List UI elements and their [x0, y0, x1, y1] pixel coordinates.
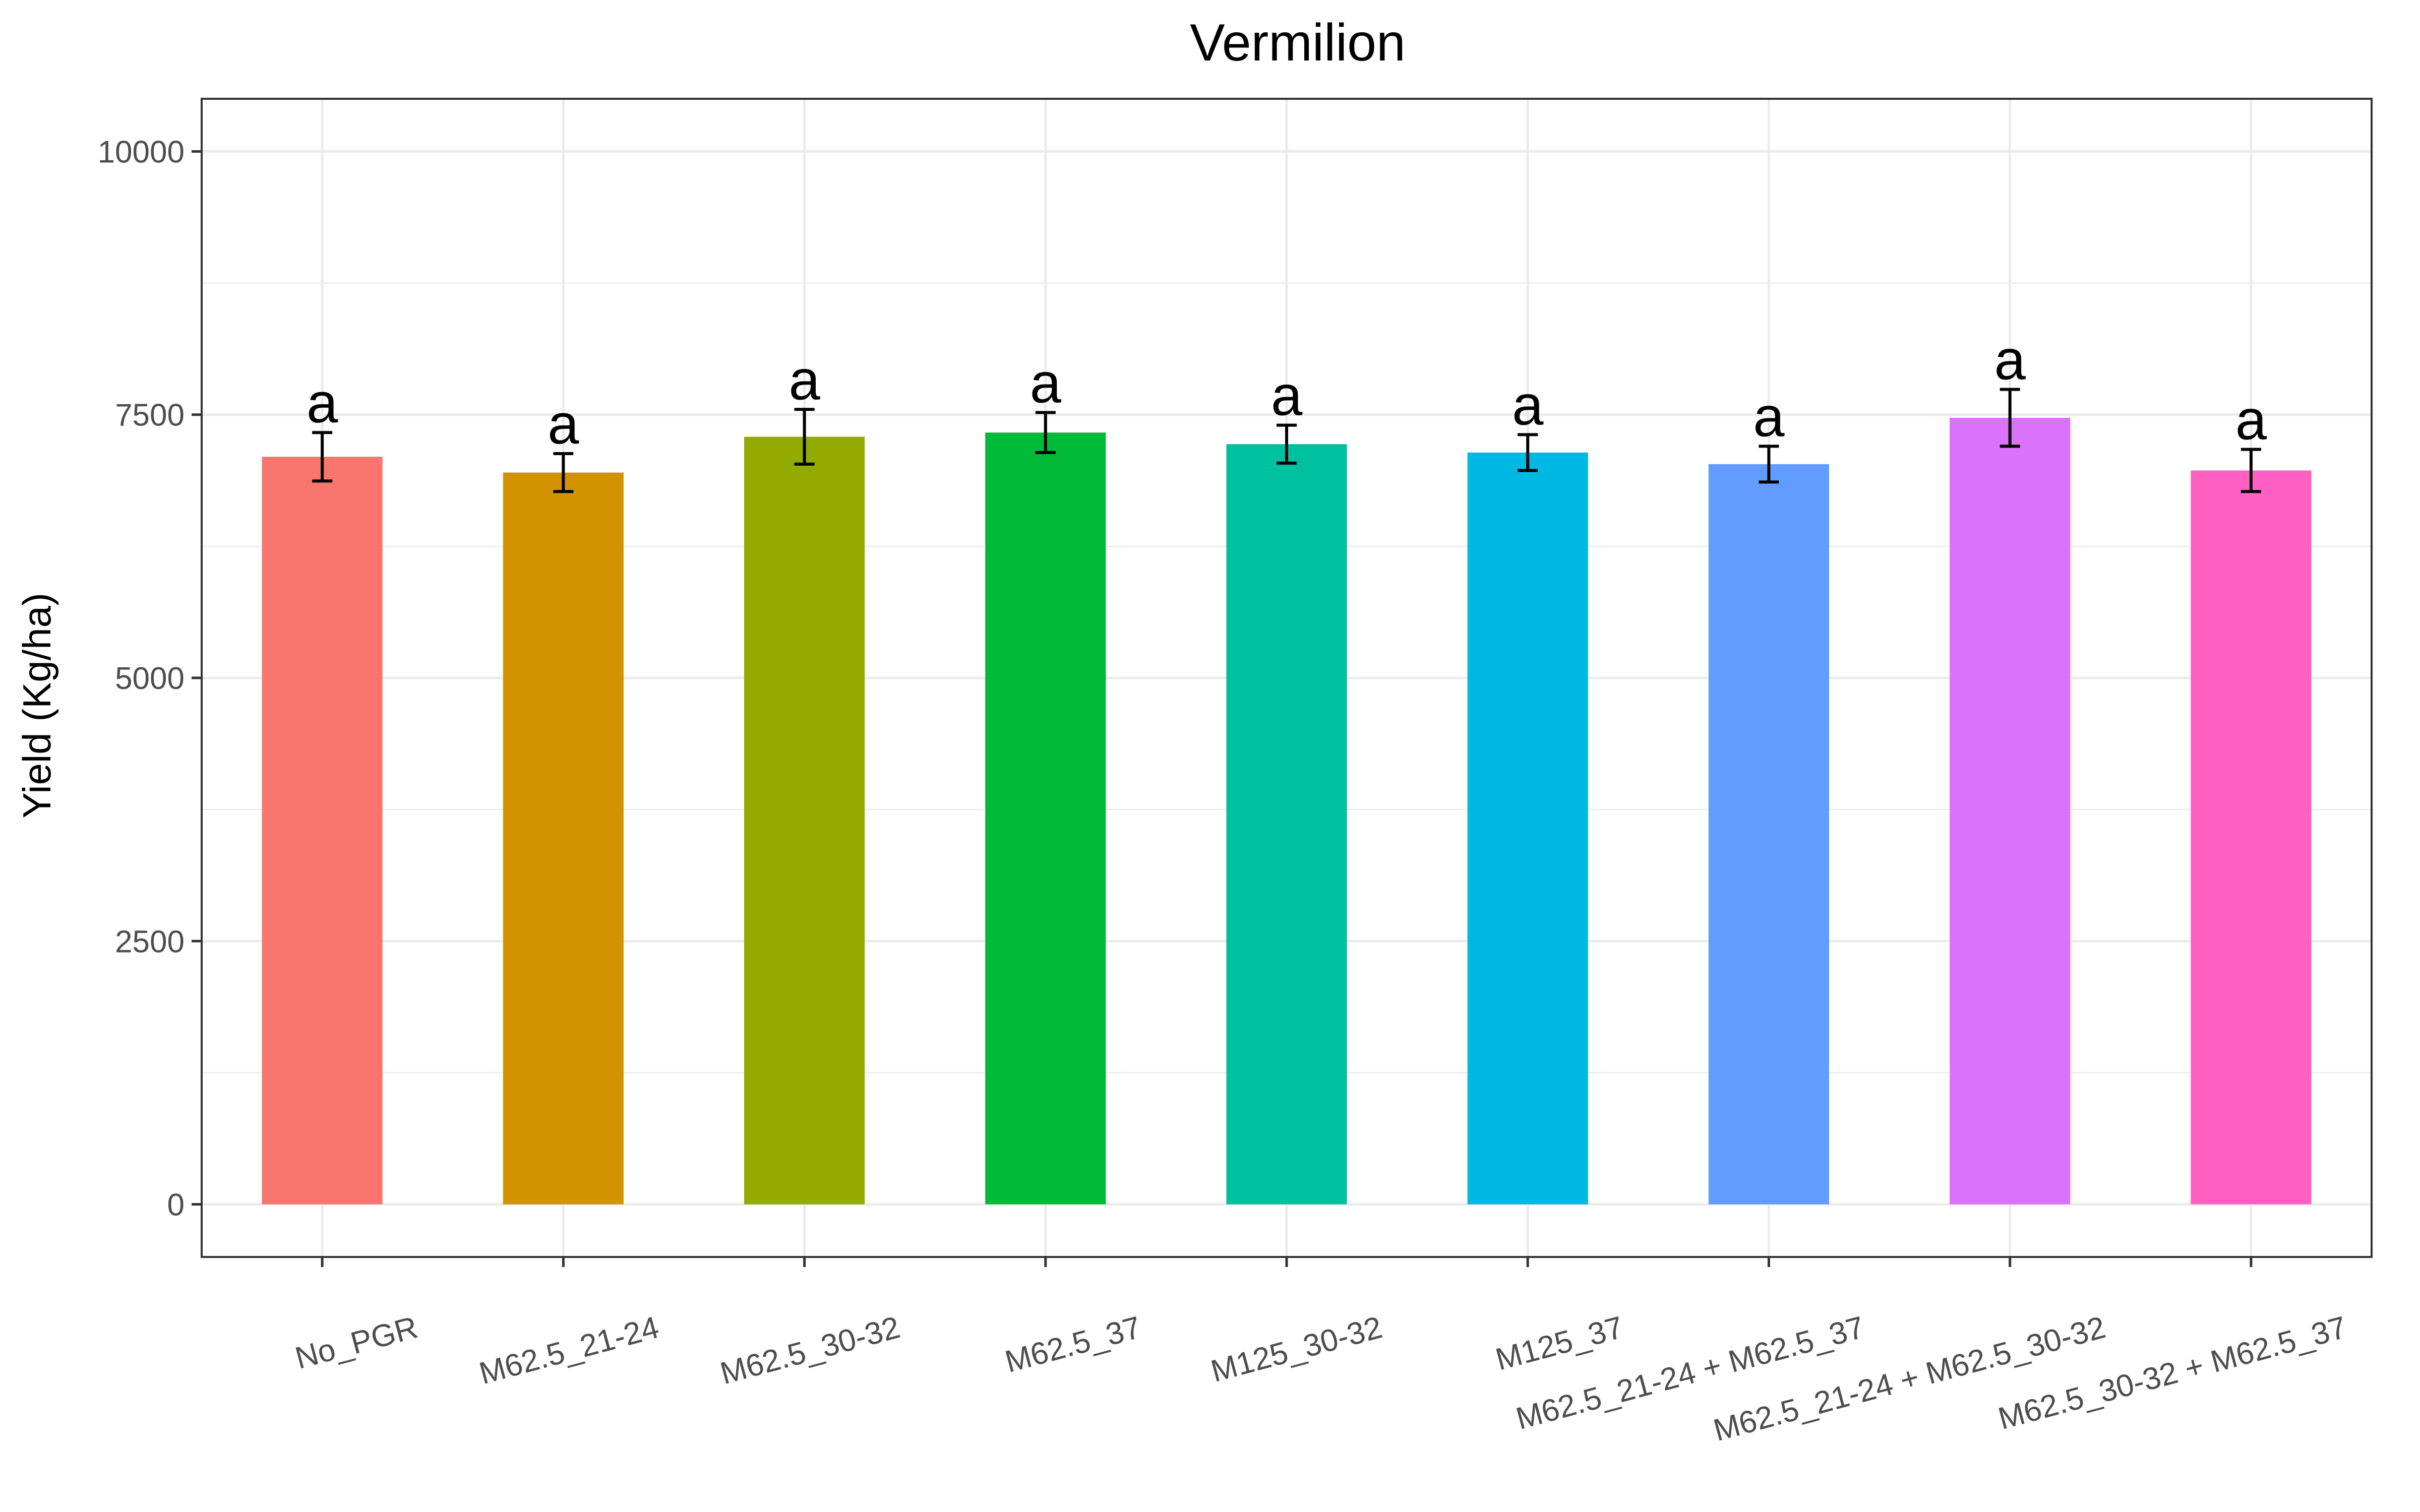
y-tick-label: 7500: [115, 398, 185, 433]
x-axis-ticks: No_PGR M62.5_21-24 M62.5_30-32 M62.5_37 M125…: [291, 1257, 2350, 1448]
error-bar: [2000, 388, 2020, 448]
bar: [1467, 452, 1588, 1205]
bar: [1226, 444, 1347, 1205]
x-tick-label: M62.5_21-24: [475, 1310, 662, 1391]
y-axis-title: Yield (Kg/ha): [15, 593, 59, 818]
y-tick-label: 2500: [115, 924, 185, 959]
error-bar: [1759, 445, 1779, 484]
bar: [503, 472, 624, 1205]
x-tick-label: M125_30-32: [1207, 1310, 1386, 1389]
x-tick-label: M125_37: [1492, 1310, 1627, 1377]
bar: [2191, 470, 2312, 1205]
y-tick-label: 10000: [98, 135, 185, 169]
error-bars: [312, 388, 2261, 493]
y-tick-label: 5000: [115, 661, 185, 696]
significance-label: a: [1030, 352, 1062, 415]
x-tick-label: M62.5_21-24 + M62.5_30-32: [1710, 1310, 2109, 1448]
significance-label: a: [1512, 373, 1544, 436]
bars: [262, 417, 2312, 1205]
error-bar: [794, 408, 815, 466]
significance-label: a: [548, 393, 579, 456]
error-bar: [1518, 433, 1538, 472]
error-bar: [553, 452, 574, 493]
error-bar: [1277, 423, 1297, 465]
significance-labels: a a a a a a a a a: [307, 329, 2267, 456]
x-tick-label: M62.5_37: [1001, 1310, 1144, 1379]
y-axis-ticks: 0 2500 5000 7500 10000: [98, 135, 202, 1223]
error-bar: [1035, 411, 1056, 454]
bar: [1708, 464, 1829, 1205]
x-tick-label: No_PGR: [291, 1310, 421, 1376]
significance-label: a: [1271, 364, 1303, 427]
error-bar: [312, 431, 333, 483]
error-bar: [2241, 448, 2261, 493]
significance-label: a: [789, 348, 820, 411]
bar: [1950, 417, 2071, 1205]
significance-label: a: [2235, 389, 2267, 452]
x-tick-label: M62.5_30-32: [717, 1310, 904, 1391]
y-tick-label: 0: [167, 1188, 185, 1223]
bar: [262, 457, 383, 1205]
bar: [985, 432, 1106, 1205]
significance-label: a: [307, 371, 338, 434]
significance-label: a: [1994, 329, 2026, 392]
significance-label: a: [1753, 385, 1785, 448]
chart-title: Vermilion: [1190, 14, 1406, 72]
bar: [744, 436, 865, 1205]
